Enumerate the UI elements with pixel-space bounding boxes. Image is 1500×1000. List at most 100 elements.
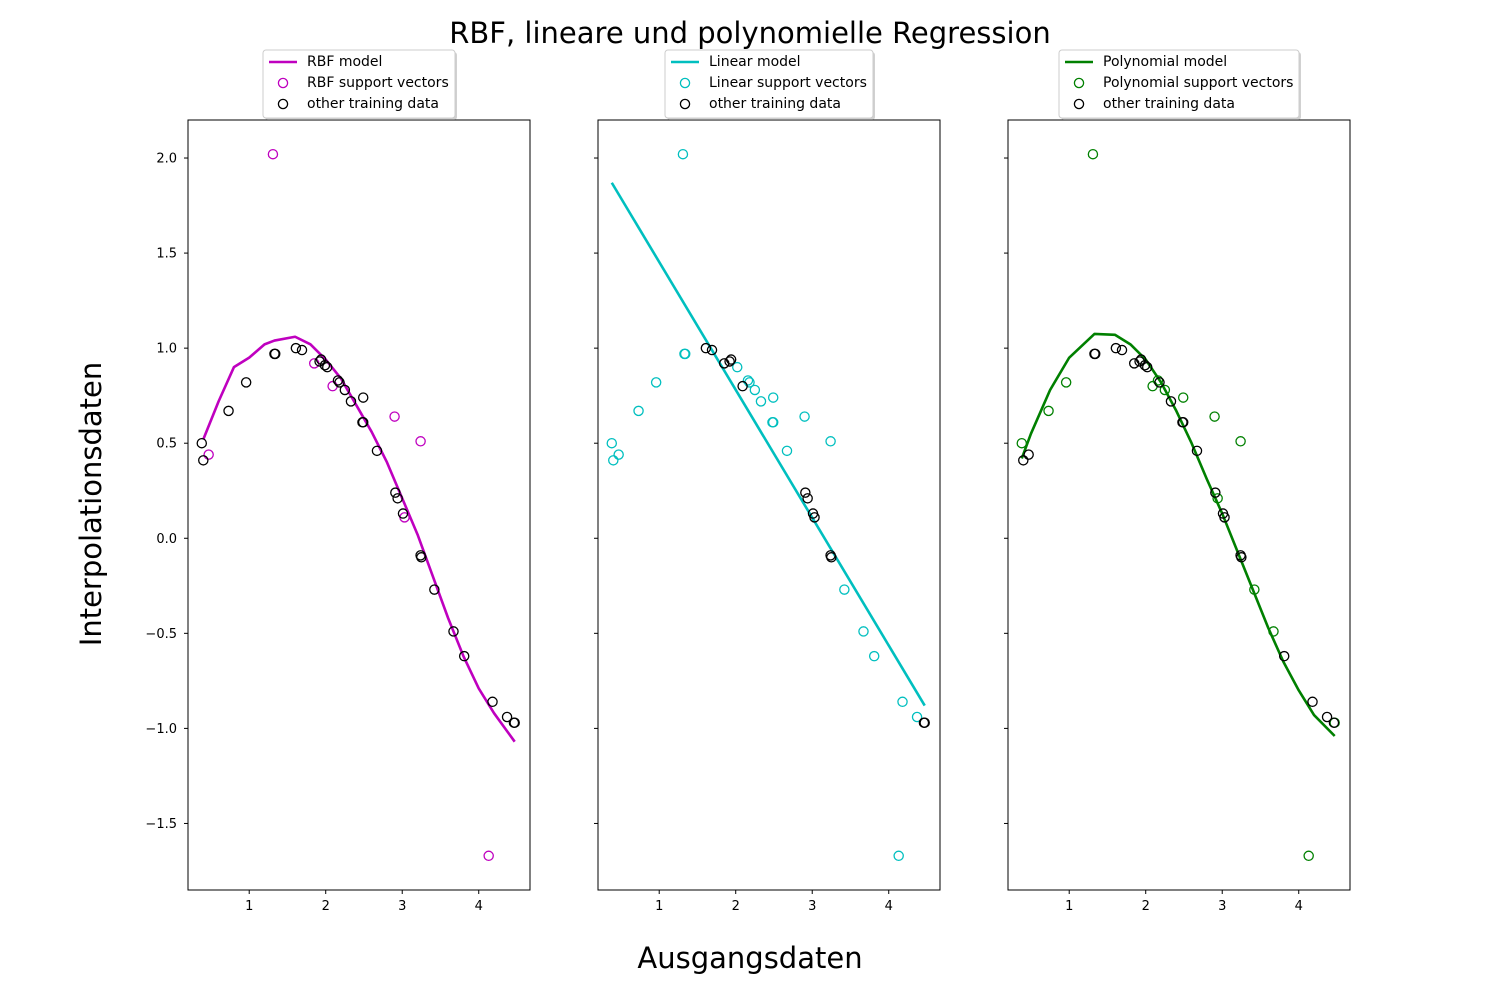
y-tick-label: 0.5 bbox=[156, 437, 177, 452]
other-training-point bbox=[1328, 717, 1340, 728]
axes-frame bbox=[1007, 119, 1351, 891]
y-tick-label: −1.0 bbox=[145, 722, 177, 737]
other-training-point bbox=[919, 717, 930, 728]
rbf-legend: RBF model RBF support vectors other traini… bbox=[262, 49, 457, 120]
axes-frame bbox=[187, 119, 531, 891]
other-training-point bbox=[737, 380, 748, 392]
polynomial-support-vector-point bbox=[1303, 850, 1314, 862]
linear-legend: Linear model Linear support vectors other … bbox=[664, 49, 875, 120]
figure-title: RBF, lineare und polynomielle Regression bbox=[449, 16, 1050, 50]
linear-support-vector-point bbox=[893, 850, 904, 862]
polynomial-support-vector-point bbox=[1016, 437, 1028, 449]
legend-entry: Polynomial model bbox=[1103, 54, 1227, 70]
x-tick-label: 4 bbox=[1295, 899, 1303, 914]
other-training-point bbox=[1134, 356, 1145, 367]
other-training-point bbox=[429, 584, 440, 595]
other-training-point bbox=[725, 354, 737, 365]
linear-support-vector-point bbox=[767, 417, 779, 428]
y-tick-label: 1.5 bbox=[156, 247, 177, 262]
linear-support-vector-point bbox=[608, 455, 619, 466]
other-training-point bbox=[319, 360, 331, 371]
other-training-point bbox=[416, 552, 427, 563]
x-tick-label: 4 bbox=[475, 899, 483, 914]
other-training-point bbox=[1154, 377, 1165, 388]
linear-support-vector-point bbox=[677, 148, 689, 160]
legend-entry: other training data bbox=[709, 96, 841, 112]
other-training-point bbox=[1116, 344, 1128, 356]
rbf-support-vector-point bbox=[483, 850, 494, 862]
polynomial-support-vector-point bbox=[1268, 626, 1279, 637]
polynomial-support-vector-point bbox=[1152, 375, 1164, 386]
linear-support-vector-point bbox=[650, 377, 662, 388]
polynomial-support-vector-point bbox=[1209, 411, 1220, 422]
rbf-support-vector-point bbox=[415, 436, 426, 447]
other-training-point bbox=[800, 487, 811, 498]
other-training-point bbox=[1177, 417, 1189, 428]
linear-support-vector-point bbox=[767, 392, 779, 403]
rbf-model-line bbox=[202, 335, 516, 743]
other-training-point bbox=[1110, 342, 1122, 354]
linear-model-line bbox=[610, 182, 926, 707]
other-training-point bbox=[296, 344, 308, 356]
other-training-point bbox=[240, 377, 252, 388]
other-training-point bbox=[397, 508, 409, 519]
other-training-point bbox=[501, 711, 513, 723]
y-tick-label: 1.0 bbox=[156, 342, 177, 357]
x-tick-label: 3 bbox=[808, 899, 816, 914]
legend-entry: other training data bbox=[307, 96, 439, 112]
legend-entry: RBF support vectors bbox=[307, 75, 449, 91]
other-training-point bbox=[700, 342, 712, 354]
other-training-point bbox=[357, 392, 369, 403]
other-training-point bbox=[1089, 348, 1101, 360]
other-training-point bbox=[1018, 455, 1029, 466]
other-training-point bbox=[1307, 696, 1318, 708]
y-axis-label: Interpolationsdaten bbox=[74, 362, 108, 646]
rbf-support-vector-point bbox=[267, 148, 279, 160]
polynomial-support-vector-point bbox=[1177, 392, 1189, 403]
other-training-point bbox=[487, 696, 498, 708]
x-tick-label: 3 bbox=[1218, 899, 1226, 914]
linear-support-vector-point bbox=[742, 375, 754, 386]
linear-support-vector-point bbox=[731, 361, 743, 373]
linear-support-vector-point bbox=[868, 650, 880, 662]
axes-frame bbox=[597, 119, 941, 891]
polynomial-support-vector-point bbox=[1212, 493, 1223, 504]
other-training-point bbox=[321, 361, 333, 373]
other-training-point bbox=[196, 437, 208, 449]
other-training-point bbox=[458, 650, 470, 662]
other-training-point bbox=[1236, 552, 1247, 563]
other-training-point bbox=[1191, 445, 1203, 457]
polynomial-support-vector-point bbox=[1060, 377, 1072, 388]
legend-support-swatch bbox=[679, 77, 691, 89]
legend-support-swatch bbox=[1073, 77, 1085, 89]
linear-support-vector-point bbox=[911, 711, 923, 723]
other-training-point bbox=[1135, 354, 1147, 365]
other-training-point bbox=[223, 405, 234, 417]
legend-box bbox=[1058, 49, 1300, 119]
linear-support-vector-point bbox=[839, 584, 850, 595]
legend-entry: Linear model bbox=[709, 54, 801, 70]
x-tick-label: 2 bbox=[322, 899, 330, 914]
rbf-support-vector-point bbox=[389, 411, 400, 422]
legend-support-swatch bbox=[277, 77, 289, 89]
polynomial-legend: Polynomial model Polynomial support vecto… bbox=[1058, 49, 1301, 120]
legend-entry: other training data bbox=[1103, 96, 1235, 112]
other-training-point bbox=[1210, 487, 1221, 498]
x-tick-label: 1 bbox=[1065, 899, 1073, 914]
x-tick-label: 3 bbox=[398, 899, 406, 914]
linear-support-vector-point bbox=[897, 696, 908, 708]
other-training-point bbox=[1219, 512, 1230, 523]
polynomial-support-vector-point bbox=[1235, 436, 1246, 447]
x-tick-label: 2 bbox=[732, 899, 740, 914]
linear-support-vector-point bbox=[858, 626, 869, 637]
y-tick-label: −1.5 bbox=[145, 817, 177, 832]
other-training-point bbox=[826, 552, 837, 563]
legend-entry: Linear support vectors bbox=[709, 75, 867, 91]
legend-box bbox=[664, 49, 874, 119]
panel-rbf: 1 2 3 4 −1.5 −1.0 −0.5 0.0 0.5 1.0 1.5 2.0 RBF model… bbox=[145, 49, 531, 914]
x-tick-label: 1 bbox=[245, 899, 253, 914]
other-training-point bbox=[315, 354, 327, 365]
other-training-point bbox=[1278, 650, 1290, 662]
other-training-point bbox=[269, 348, 281, 360]
